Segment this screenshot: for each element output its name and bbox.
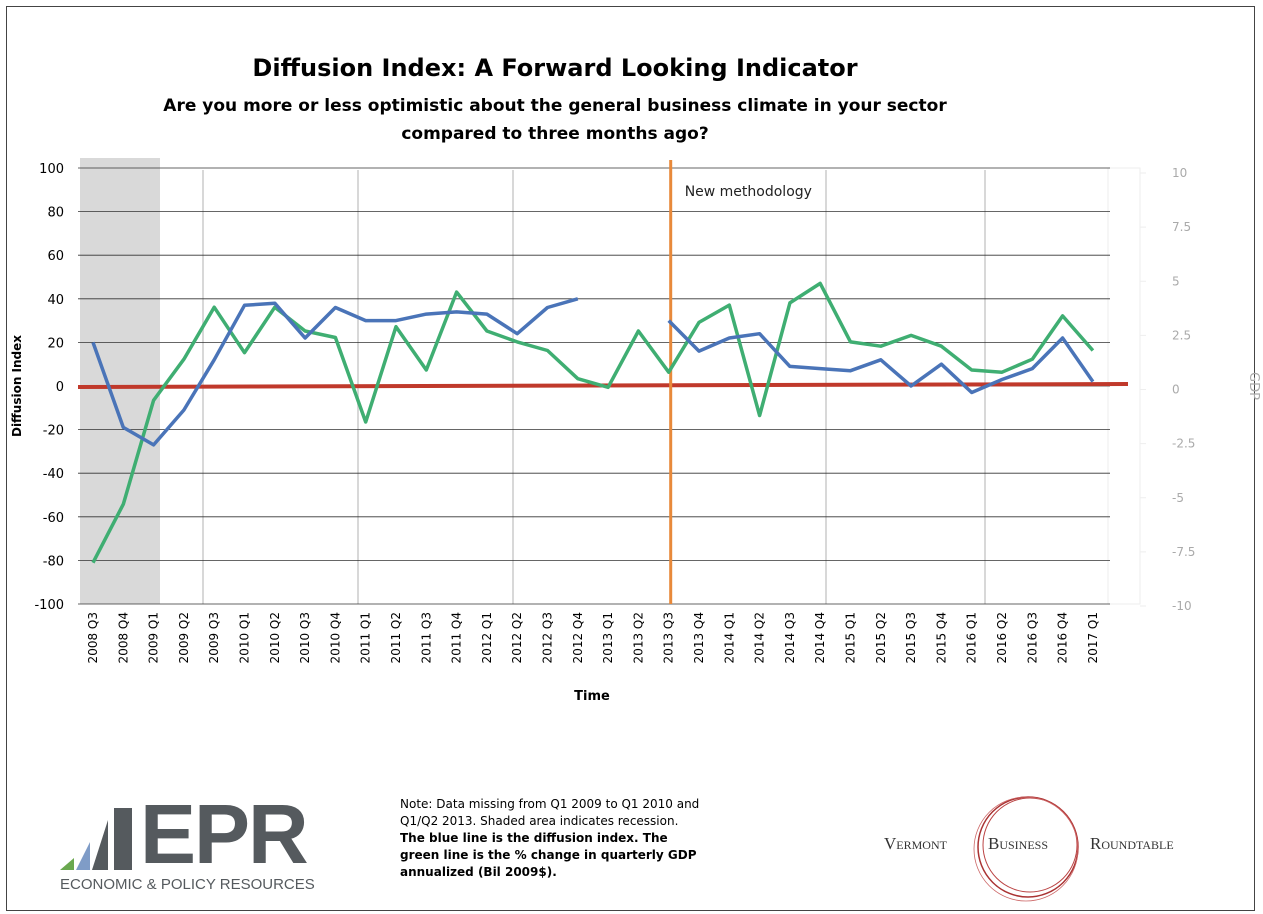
x-tick-label: 2013 Q2 xyxy=(631,612,645,663)
recession-shade xyxy=(80,158,160,604)
y2-axis-title: GDP xyxy=(1246,372,1261,400)
x-tick-label: 2010 Q1 xyxy=(238,612,252,663)
x-tick-label: 2012 Q2 xyxy=(510,612,524,663)
epr-name: ECONOMIC & POLICY RESOURCES xyxy=(60,876,315,893)
y-tick-label: -40 xyxy=(43,467,64,482)
y-tick-label: 60 xyxy=(47,249,64,264)
x-tick-label: 2009 Q3 xyxy=(207,612,221,663)
x-tick-label: 2009 Q2 xyxy=(177,612,191,663)
x-tick-label: 2012 Q3 xyxy=(541,612,555,663)
x-tick-label: 2010 Q4 xyxy=(328,612,342,663)
epr-bars xyxy=(60,808,132,870)
note: Note: Data missing from Q1 2009 to Q1 20… xyxy=(400,796,700,881)
x-tick-label: 2013 Q3 xyxy=(662,612,676,663)
y2-tick-label: -5 xyxy=(1172,491,1184,505)
x-tick-label: 2015 Q3 xyxy=(904,612,918,663)
chart-subtitle: Are you more or less optimistic about th… xyxy=(163,96,947,144)
x-tick-label: 2013 Q1 xyxy=(601,612,615,663)
x-tick-label: 2016 Q4 xyxy=(1056,612,1070,663)
note-bold: The blue line is the diffusion index. Th… xyxy=(400,831,697,879)
y2-tick-label: 2.5 xyxy=(1172,328,1191,342)
annotation: New methodology xyxy=(685,184,812,200)
x-tick-label: 2010 Q3 xyxy=(298,612,312,663)
vbr-word: Roundtable xyxy=(1090,834,1174,853)
x-tick-label: 2011 Q4 xyxy=(450,612,464,663)
x-tick-label: 2014 Q4 xyxy=(813,612,827,663)
x-tick-label: 2016 Q1 xyxy=(965,612,979,663)
vbr-word: Business xyxy=(988,834,1049,853)
x-tick-label: 2012 Q1 xyxy=(480,612,494,663)
y-tick-label: 40 xyxy=(47,293,64,308)
x-tick-label: 2015 Q2 xyxy=(874,612,888,663)
x-tick-label: 2014 Q1 xyxy=(722,612,736,663)
y2-tick-label: 10 xyxy=(1172,166,1187,180)
y-tick-label: -20 xyxy=(43,424,64,439)
y-tick-label: 80 xyxy=(47,206,64,221)
x-tick-label: 2016 Q2 xyxy=(995,612,1009,663)
x-tick-label: 2011 Q3 xyxy=(419,612,433,663)
y-tick-label: -80 xyxy=(43,554,64,569)
vbr-word: Vermont xyxy=(884,834,947,853)
x-tick-label: 2008 Q4 xyxy=(116,612,130,663)
epr-text: EPR xyxy=(140,787,309,881)
x-tick-label: 2014 Q2 xyxy=(753,612,767,663)
x-tick-label: 2015 Q4 xyxy=(934,612,948,663)
data-line xyxy=(91,281,1095,564)
x-tick-label: 2016 Q3 xyxy=(1025,612,1039,663)
chart: -100-80-60-40-20020406080100-10-7.5-5-2.… xyxy=(10,158,1261,704)
x-tick-label: 2008 Q3 xyxy=(86,612,100,663)
y2-tick-label: -2.5 xyxy=(1172,437,1195,451)
chart-title: Diffusion Index: A Forward Looking Indic… xyxy=(252,54,858,82)
x-axis-title: Time xyxy=(574,689,610,704)
x-tick-label: 2015 Q1 xyxy=(844,612,858,663)
x-tick-label: 2011 Q1 xyxy=(359,612,373,663)
note-text: Note: Data missing from Q1 2009 to Q1 20… xyxy=(400,797,700,828)
vbr-logo: Vermont Business Roundtable xyxy=(880,792,1220,902)
x-tick-label: 2012 Q4 xyxy=(571,612,585,663)
x-tick-label: 2017 Q1 xyxy=(1086,612,1100,663)
y2-tick-label: 5 xyxy=(1172,274,1180,288)
y2-tick-label: -7.5 xyxy=(1172,545,1195,559)
y-tick-label: 100 xyxy=(39,162,64,177)
x-tick-label: 2010 Q2 xyxy=(268,612,282,663)
y-tick-label: -100 xyxy=(34,598,64,613)
x-tick-label: 2014 Q3 xyxy=(783,612,797,663)
y2-tick-label: 0 xyxy=(1172,383,1180,397)
y2-tick-label: -10 xyxy=(1172,599,1192,613)
x-tick-label: 2009 Q1 xyxy=(147,612,161,663)
y2-tick-label: 7.5 xyxy=(1172,220,1191,234)
frame xyxy=(6,6,1255,911)
y-tick-label: 20 xyxy=(47,336,64,351)
x-tick-label: 2011 Q2 xyxy=(389,612,403,663)
y-tick-label: 0 xyxy=(56,380,64,395)
vbr-circle xyxy=(973,796,1079,902)
data-line xyxy=(91,297,1095,447)
y-axis-title: Diffusion Index xyxy=(10,335,24,437)
y-tick-label: -60 xyxy=(43,511,64,526)
x-tick-label: 2013 Q4 xyxy=(692,612,706,663)
